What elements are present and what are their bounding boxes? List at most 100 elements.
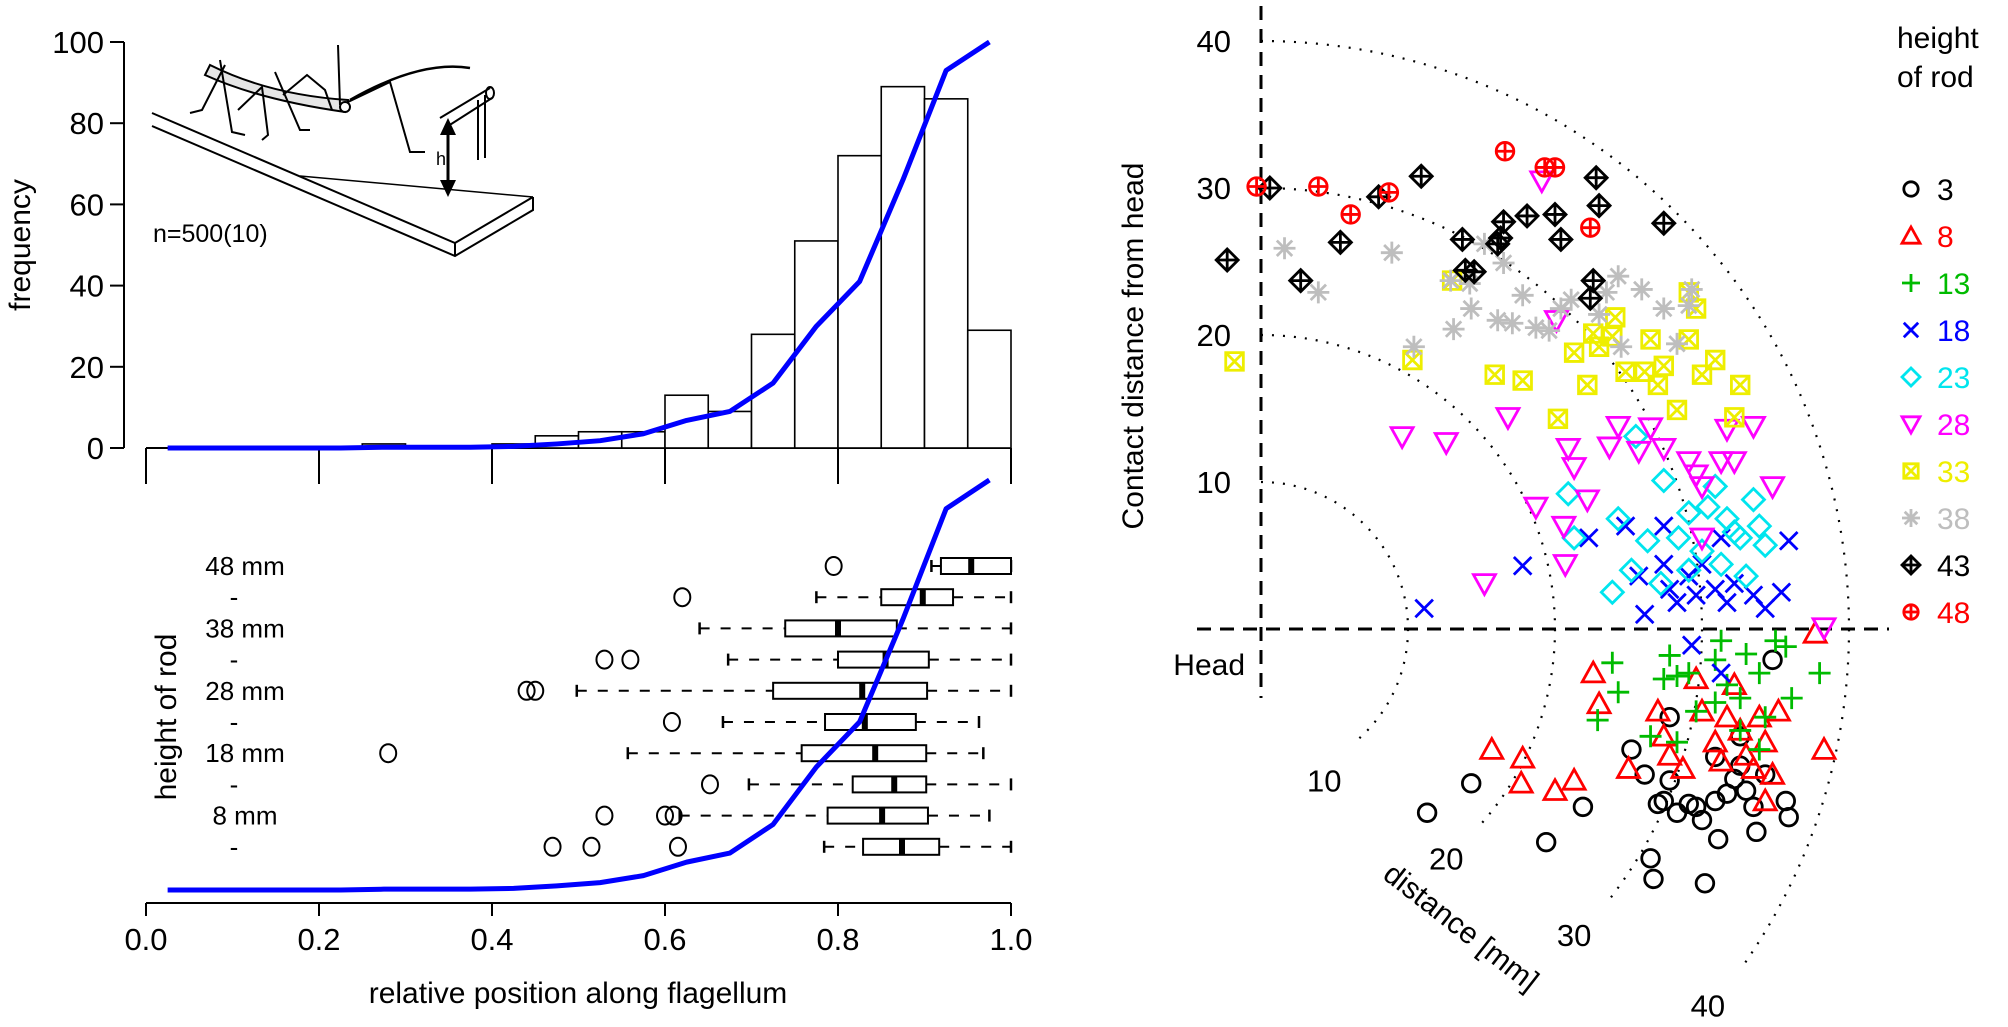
box-row-33	[595, 649, 1013, 670]
marker-asterisk	[1473, 232, 1496, 255]
series-23	[1555, 423, 1779, 606]
data-point	[1643, 868, 1664, 890]
marker-triangle-down	[1899, 415, 1923, 436]
marker-diamond-plus	[1327, 229, 1354, 256]
marker-triangle-down	[1688, 476, 1716, 501]
marker-cross	[1629, 566, 1649, 586]
marker-circle-plus-cross	[1380, 183, 1398, 202]
data-point	[1688, 476, 1716, 501]
legend-item-23: 23	[1900, 362, 1970, 395]
marker-diamond	[1708, 551, 1735, 578]
marker-triangle-down	[1637, 417, 1664, 442]
marker-triangle-down	[1688, 527, 1716, 552]
marker-triangle-up	[1560, 766, 1588, 791]
marker-triangle-down	[1560, 457, 1588, 482]
data-point	[1688, 527, 1716, 552]
histogram-bar	[837, 154, 883, 449]
data-point	[1461, 773, 1482, 794]
marker-asterisk	[1492, 251, 1515, 274]
marker-cross	[1615, 516, 1636, 536]
marker-square-cross	[1577, 374, 1598, 396]
marker-asterisk	[1486, 309, 1509, 332]
y-tick-label: 40	[70, 269, 104, 304]
data-point	[1652, 667, 1675, 690]
box	[784, 619, 898, 638]
data-point	[1308, 176, 1329, 197]
data-point	[1615, 361, 1636, 382]
marker-square-cross	[1583, 323, 1604, 344]
data-point	[1724, 573, 1745, 594]
data-point	[1524, 316, 1547, 339]
marker-triangle-up	[1740, 754, 1767, 779]
marker-diamond-plus	[1287, 267, 1314, 294]
data-point	[1755, 598, 1775, 619]
legend-label: 33	[1937, 456, 1970, 489]
y-tick-label: 10	[1197, 465, 1231, 500]
marker-diamond	[1727, 524, 1754, 551]
marker-triangle-down	[1573, 489, 1601, 514]
data-point	[1710, 629, 1733, 652]
box	[851, 775, 928, 794]
data-point	[1759, 760, 1786, 785]
data-point	[1692, 554, 1712, 575]
y-tick-label: 30	[1197, 171, 1231, 206]
marker-circle	[1778, 806, 1799, 828]
marker-plus	[1685, 700, 1708, 723]
data-point	[1535, 831, 1557, 853]
data-point	[1542, 201, 1568, 228]
data-point	[1449, 226, 1476, 253]
y-axis-title: height of rod	[150, 634, 183, 801]
data-point	[1704, 691, 1727, 714]
data-point	[1622, 423, 1649, 450]
data-point	[1711, 663, 1731, 683]
marker-plus	[1780, 687, 1803, 710]
data-point	[1307, 281, 1330, 304]
data-point	[1653, 790, 1674, 812]
marker-diamond	[1605, 505, 1632, 532]
legend-item-38: 38	[1902, 503, 1970, 536]
marker-asterisk	[1677, 294, 1700, 317]
marker-triangle-down	[1720, 451, 1748, 476]
marker-asterisk	[1458, 272, 1481, 295]
legend-label: 18	[1937, 315, 1970, 348]
marker-triangle-down	[1388, 426, 1416, 451]
marker-triangle-up	[1713, 703, 1741, 728]
data-point	[1547, 226, 1574, 253]
box-row-18	[379, 743, 985, 764]
marker-diamond	[1622, 423, 1649, 450]
data-point	[1640, 329, 1661, 350]
row-label: -	[230, 832, 239, 862]
legend-label: 38	[1937, 503, 1970, 536]
series-28	[1388, 170, 1838, 642]
data-point	[1686, 585, 1706, 605]
y-tick-label: 80	[70, 106, 104, 141]
marker-cross	[1755, 598, 1775, 619]
polar-scatter-panel: 10 20 30 40 10 20 30 40 Head Contact distance fro…	[1117, 6, 1979, 1023]
marker-triangle-down	[1550, 515, 1578, 540]
data-point	[1560, 288, 1583, 311]
data-point	[1691, 364, 1713, 385]
marker-diamond-plus	[1408, 163, 1435, 190]
marker-circle	[1724, 768, 1745, 790]
legend-item-28: 28	[1899, 409, 1970, 442]
marker-diamond	[1675, 499, 1702, 526]
data-point	[1588, 303, 1611, 326]
legend-label: 13	[1937, 268, 1970, 301]
marker-triangle-down	[1810, 617, 1838, 642]
marker-triangle-up	[1478, 735, 1506, 760]
marker-asterisk	[1560, 288, 1583, 311]
marker-circle-plus-cross	[1309, 177, 1328, 196]
illustration-h-label: h	[436, 149, 446, 169]
marker-circle	[1691, 809, 1713, 831]
histogram-bar	[923, 98, 969, 449]
data-point	[1764, 629, 1787, 652]
marker-plus	[1658, 644, 1681, 667]
data-point	[1560, 766, 1588, 791]
data-point	[1414, 598, 1434, 619]
y-tick-label: 100	[52, 25, 104, 60]
marker-circle	[1416, 802, 1438, 823]
marker-triangle-up	[1682, 665, 1710, 690]
data-point	[1743, 796, 1764, 818]
data-point	[1759, 476, 1786, 501]
data-point	[1717, 592, 1737, 613]
